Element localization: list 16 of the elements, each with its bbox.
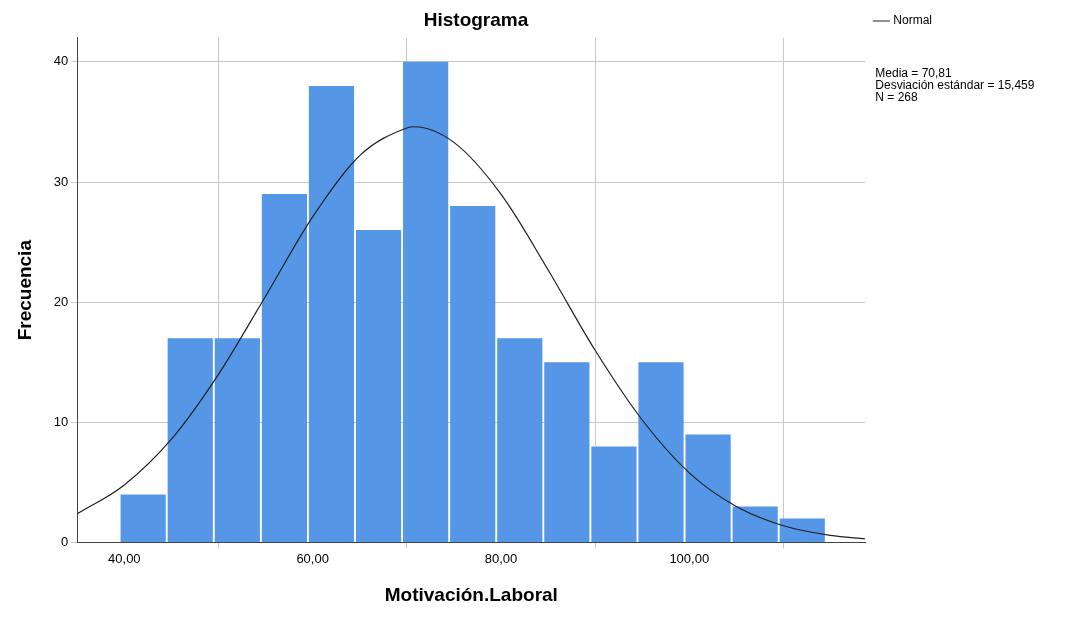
legend-label: Normal [893,13,932,28]
text: Desviación estándar = 15,459 [875,78,1035,93]
x-tick-label: 40,00 [108,550,141,566]
x-tick-label: 60,00 [296,550,329,566]
x-tick-label: 100,00 [669,550,710,566]
y-tick-label: 0 [61,534,69,550]
x-tick-label: 80,00 [484,550,518,566]
x-axis-title: Motivación.Laboral [384,583,558,605]
text: Media = 70,81 [875,66,953,81]
chart-title: Histograma [423,8,529,30]
y-tick-label: 30 [53,173,69,189]
text: N = 268 [875,90,919,105]
y-tick-label: 10 [53,413,69,429]
y-tick-label: 20 [53,293,69,309]
y-tick-label: 40 [53,53,69,69]
y-axis-title: Frecuencia [13,239,35,341]
